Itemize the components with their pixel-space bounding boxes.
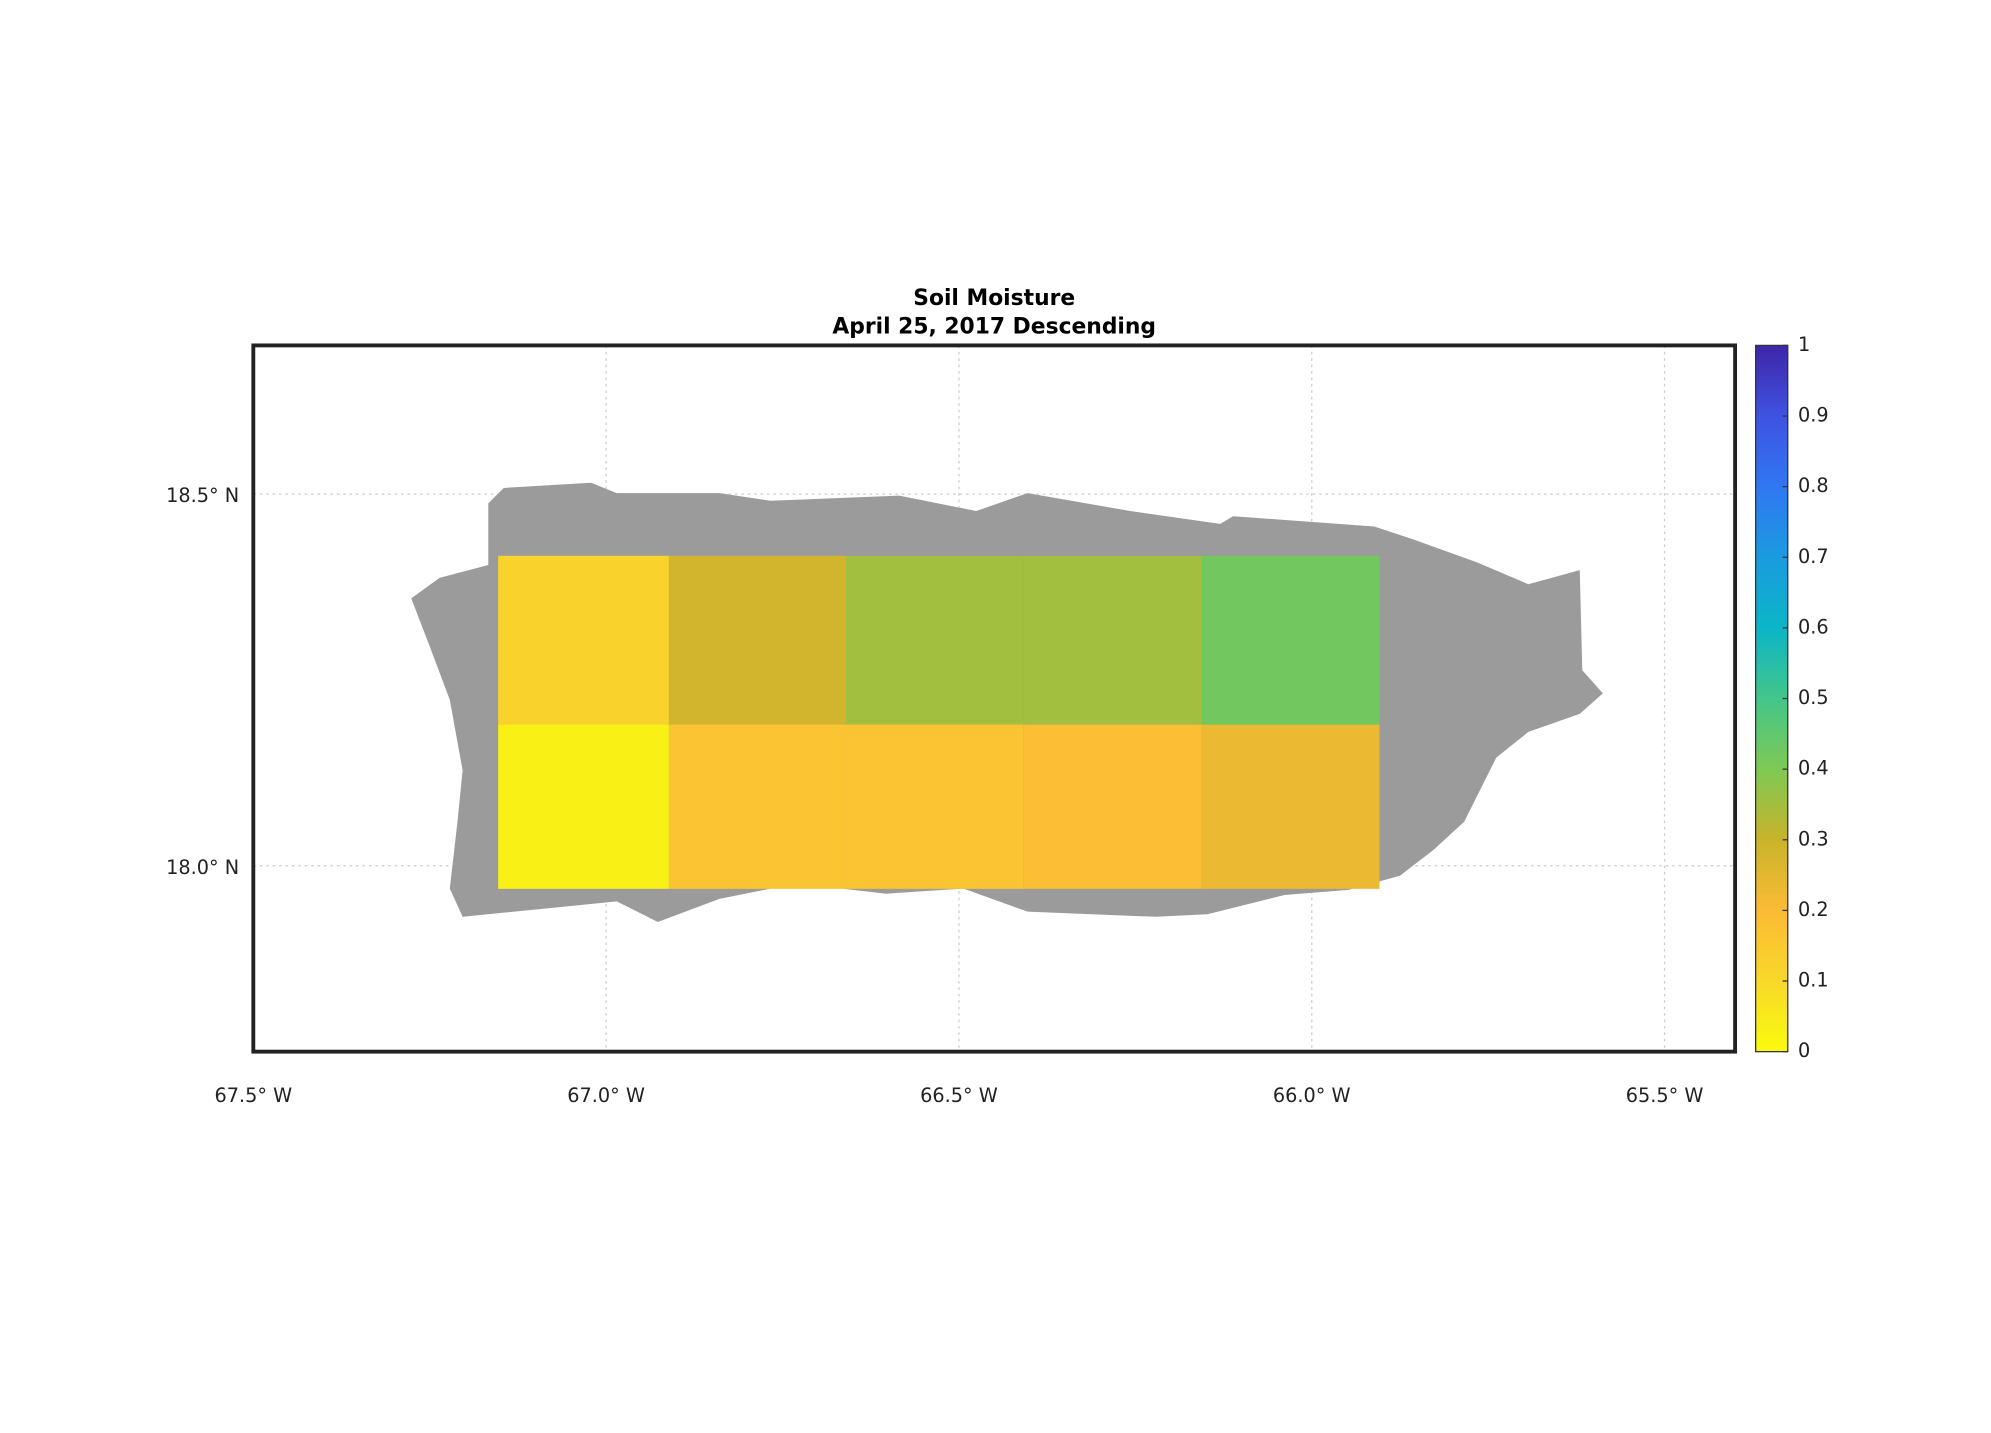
cell	[498, 555, 669, 725]
colorbar-tick-label: 0.1	[1798, 969, 1829, 992]
y-tick-label: 18.5° N	[166, 484, 239, 507]
x-tick-label: 66.0° W	[1273, 1084, 1351, 1107]
colorbar-tick-label: 0.6	[1798, 615, 1829, 638]
cell	[1201, 724, 1380, 889]
colorbar-tick-label: 1	[1798, 333, 1810, 356]
colorbar-tick-label: 0.8	[1798, 474, 1829, 497]
x-tick-label: 65.5° W	[1626, 1084, 1704, 1107]
plot-frame	[251, 343, 1738, 1054]
x-tick-label: 66.5° W	[920, 1084, 998, 1107]
cell	[1201, 555, 1380, 725]
y-tick-label: 18.0° N	[166, 856, 239, 879]
cell	[846, 555, 1024, 725]
cell	[846, 724, 1024, 889]
colorbar-tick-label: 0.9	[1798, 404, 1829, 427]
cell	[1023, 555, 1202, 725]
cell	[498, 724, 669, 889]
cell	[668, 555, 847, 725]
colorbar-tick-label: 0.7	[1798, 545, 1829, 568]
x-tick-label: 67.5° W	[214, 1084, 292, 1107]
chart-subtitle: April 25, 2017 Descending	[832, 314, 1156, 339]
x-tick-label: 67.0° W	[567, 1084, 645, 1107]
cell	[1023, 724, 1202, 889]
colorbar-tick-label: 0.3	[1798, 827, 1829, 850]
colorbar-tick-label: 0.4	[1798, 757, 1829, 780]
colorbar-tick-label: 0.2	[1798, 898, 1829, 921]
chart-title: Soil Moisture	[913, 286, 1075, 311]
colorbar-tick-label: 0	[1798, 1039, 1810, 1062]
cells	[498, 555, 1380, 889]
colorbar-tick-label: 0.5	[1798, 686, 1829, 709]
cell	[668, 724, 847, 889]
